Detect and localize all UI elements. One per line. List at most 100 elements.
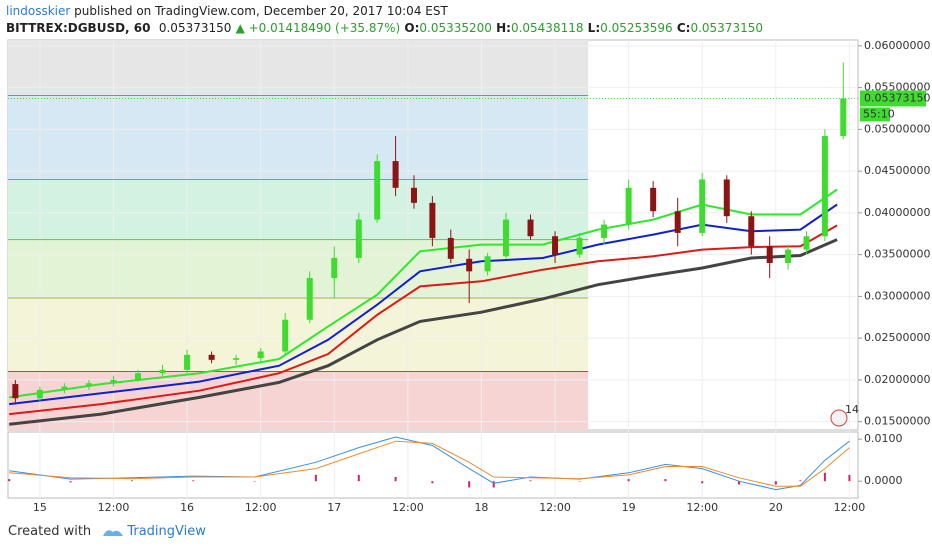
- oscillator-line: [9, 436, 850, 491]
- candle-body: [12, 384, 19, 399]
- histogram-bar: [357, 474, 360, 482]
- candle-body: [331, 257, 338, 279]
- c-label: C:: [676, 21, 691, 35]
- candle-body: [699, 179, 706, 233]
- h: 0.05438118: [510, 21, 584, 35]
- candle-body: [392, 161, 399, 188]
- histogram-bar: [253, 481, 256, 482]
- candle-body: [502, 219, 509, 257]
- candle-body: [650, 187, 657, 212]
- countdown: 55:10: [863, 107, 895, 120]
- candle-body: [625, 187, 632, 225]
- histogram-bar: [774, 481, 777, 485]
- y-tick-label: 0.04500000: [864, 164, 930, 177]
- candle-body: [447, 237, 454, 259]
- x-tick-label: 19: [622, 501, 636, 514]
- histogram-bar: [738, 481, 741, 485]
- published: published on TradingView.com, December 2…: [70, 4, 448, 18]
- candle-body: [748, 216, 755, 247]
- candle-body: [601, 224, 608, 238]
- y-tick-label: 0.04000000: [864, 206, 930, 219]
- header-line-2: BITTREX:DGBUSD, 60 0.05373150 ▲ +0.01418…: [6, 21, 763, 35]
- candle-body: [61, 386, 68, 390]
- candle-body: [306, 278, 313, 320]
- moving-average: [9, 238, 838, 426]
- histogram-bar: [492, 481, 495, 488]
- candle-body: [36, 389, 43, 399]
- symbol: BITTREX:DGBUSD, 60: [6, 21, 151, 35]
- candle-body: [785, 249, 792, 263]
- candle-body: [552, 236, 559, 255]
- x-tick-label: 16: [180, 501, 194, 514]
- x-tick-label: 18: [474, 501, 488, 514]
- candle-body: [410, 187, 417, 203]
- y-tick-label: 0.03500000: [864, 248, 930, 261]
- candle-body: [374, 161, 381, 220]
- header-line-1: lindosskier published on TradingView.com…: [6, 4, 448, 18]
- candle-body: [527, 219, 534, 237]
- histogram-bar: [130, 480, 133, 482]
- candle-body: [674, 211, 681, 233]
- candle-body: [723, 179, 730, 217]
- histogram-bar: [823, 472, 826, 482]
- candle-body: [135, 373, 142, 380]
- o-label: O:: [404, 21, 420, 35]
- fib-zone: [8, 371, 589, 430]
- moving-average: [9, 224, 838, 416]
- author[interactable]: lindosskier: [6, 4, 71, 18]
- brand[interactable]: TradingView: [127, 524, 206, 539]
- osc-frame: [7, 431, 859, 499]
- histogram-bar: [468, 481, 471, 488]
- o: 0.05335200: [419, 21, 492, 35]
- x-tick-label: 12:00: [392, 501, 424, 514]
- moving-average: [9, 203, 838, 406]
- candle-body: [484, 256, 491, 272]
- change: ▲ +0.01418490 (+35.87%): [235, 21, 401, 35]
- candle-body: [184, 354, 191, 370]
- histogram-bar: [627, 479, 630, 482]
- histogram-bar: [192, 480, 195, 482]
- x-tick-label: 20: [769, 501, 783, 514]
- countdown-tag: [860, 107, 890, 122]
- y-tick-label: 0.05000000: [864, 122, 930, 135]
- created: Created with: [8, 524, 92, 539]
- candle-body: [208, 354, 215, 360]
- x-tick-label: 15: [33, 501, 47, 514]
- histogram-bar: [394, 476, 397, 482]
- histogram-bar: [578, 481, 581, 482]
- c: 0.05373150: [690, 21, 763, 35]
- chart: 0.06000000 0.05500000 0.05000000 0.04500000…: [7, 39, 930, 514]
- y-tick-label: 0.01500000: [864, 415, 930, 428]
- candle-body: [85, 383, 92, 387]
- oscillator-line: [9, 440, 850, 487]
- x-tick-label: 12:00: [834, 501, 866, 514]
- h-label: H:: [496, 21, 511, 35]
- histogram-bar: [701, 481, 704, 484]
- l-label: L:: [587, 21, 601, 35]
- fib-zone: [8, 179, 589, 240]
- l: 0.05253596: [600, 21, 673, 35]
- histogram-bar: [664, 479, 667, 482]
- histogram-bar: [314, 474, 317, 482]
- candle-body: [766, 246, 773, 263]
- y-tick-label: 0.05500000: [864, 81, 930, 94]
- badge-icon: [830, 409, 848, 427]
- candle-body: [257, 351, 264, 359]
- last: 0.05373150: [158, 21, 232, 35]
- badge: 14: [845, 403, 859, 416]
- candle-body: [110, 379, 117, 384]
- x-tick-label: 12:00: [98, 501, 130, 514]
- moving-average: [9, 188, 838, 399]
- y-tick-label: 0.0000: [864, 474, 903, 487]
- price-label: 0.05373150: [864, 91, 930, 104]
- y-tick-label: 0.02500000: [864, 331, 930, 344]
- fib-zone: [8, 239, 589, 299]
- candle-body: [803, 236, 810, 250]
- histogram-bar: [69, 481, 72, 483]
- candle-body: [576, 237, 583, 255]
- candle-body: [821, 136, 828, 237]
- candle-body: [355, 219, 362, 258]
- logo: [103, 529, 124, 536]
- histogram-bar: [529, 480, 532, 482]
